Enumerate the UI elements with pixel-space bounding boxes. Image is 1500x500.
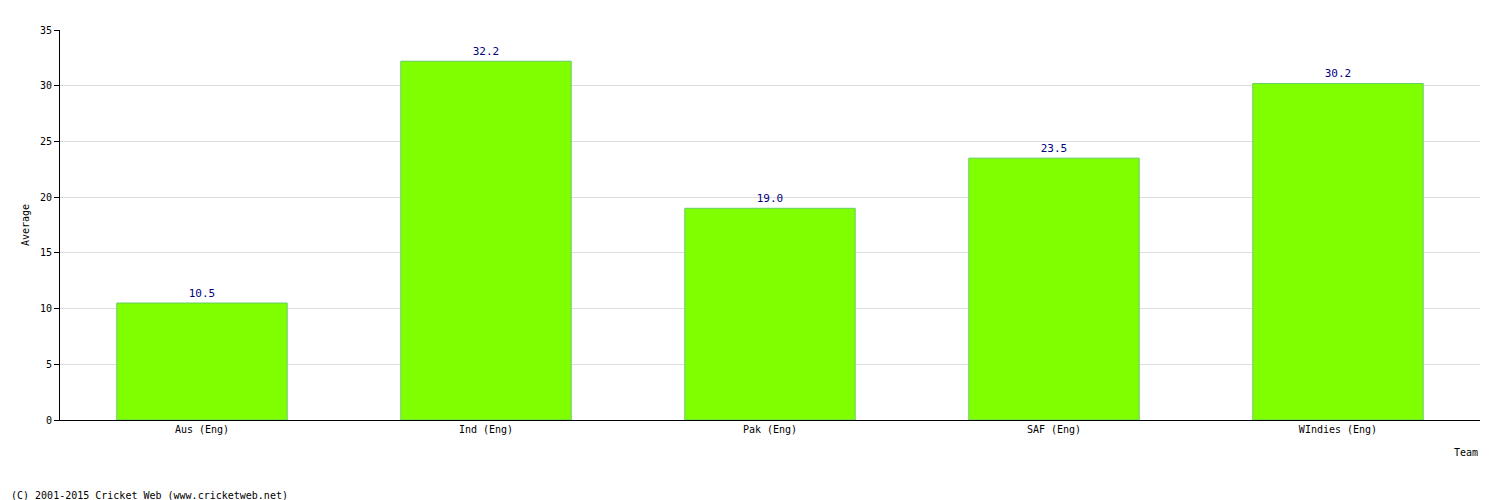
svg-text:35: 35 [40,25,52,36]
svg-text:Ind (Eng): Ind (Eng) [459,424,513,435]
svg-text:10: 10 [40,303,52,314]
svg-text:0: 0 [46,415,52,426]
svg-text:(C) 2001-2015 Cricket Web (www: (C) 2001-2015 Cricket Web (www.cricketwe… [11,490,288,500]
svg-text:30.2: 30.2 [1325,67,1352,80]
svg-text:5: 5 [46,359,52,370]
svg-text:32.2: 32.2 [473,45,500,58]
svg-text:15: 15 [40,247,52,258]
svg-text:SAF (Eng): SAF (Eng) [1027,424,1081,435]
svg-text:30: 30 [40,80,52,91]
svg-text:19.0: 19.0 [757,192,784,205]
svg-text:23.5: 23.5 [1041,142,1068,155]
svg-text:Average: Average [20,204,31,246]
svg-text:Pak (Eng): Pak (Eng) [743,424,797,435]
svg-text:25: 25 [40,136,52,147]
svg-text:WIndies (Eng): WIndies (Eng) [1299,424,1377,435]
svg-text:20: 20 [40,192,52,203]
svg-text:Aus (Eng): Aus (Eng) [175,424,229,435]
svg-text:Team: Team [1454,447,1478,458]
svg-text:10.5: 10.5 [189,287,216,300]
